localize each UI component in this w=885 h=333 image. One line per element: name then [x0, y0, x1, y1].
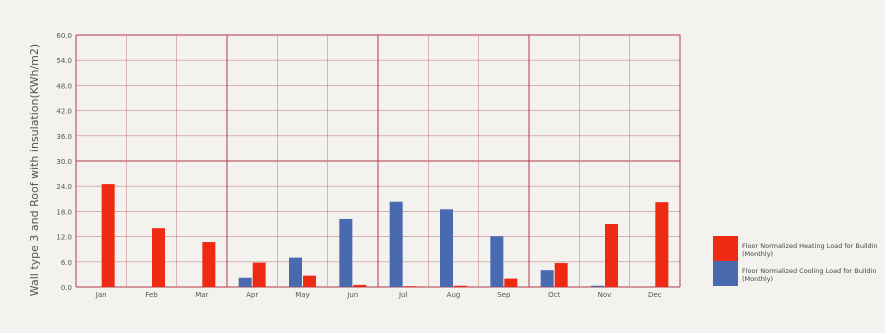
- bar-heating-sep: [504, 278, 518, 287]
- y-tick-label: 18.0: [56, 208, 72, 216]
- x-tick-label: Nov: [598, 291, 612, 299]
- bar-heating-feb: [152, 228, 165, 287]
- legend-label: Floor Normalized Cooling Load for Buildi…: [742, 267, 877, 275]
- y-tick-label: 0.0: [61, 284, 72, 292]
- y-tick-label: 42.0: [56, 108, 72, 116]
- bar-cooling-oct: [540, 270, 554, 287]
- x-tick-label: Jul: [398, 291, 408, 299]
- legend-label-sub: (Monthly): [742, 275, 773, 283]
- bar-heating-aug: [454, 285, 467, 287]
- axis-ticks: 0.0 6.0 12.0 18.0 24.0 30.0 36.0 42.0 48.0 54.0 60…: [56, 32, 661, 299]
- bar-cooling-may: [289, 257, 302, 287]
- x-tick-label: Sep: [497, 291, 511, 299]
- bar-cooling-sep: [490, 236, 504, 287]
- bar-heating-dec: [655, 202, 669, 287]
- bar-heating-mar: [202, 242, 216, 287]
- bar-heating-oct: [554, 263, 568, 287]
- y-tick-label: 30.0: [56, 158, 72, 166]
- y-tick-label: 54.0: [56, 57, 72, 65]
- y-tick-label: 48.0: [56, 82, 72, 90]
- bar-cooling-aug: [440, 209, 453, 287]
- x-tick-label: Apr: [246, 291, 258, 299]
- x-tick-label: Jun: [346, 291, 358, 299]
- bar-heating-nov: [605, 224, 618, 287]
- legend-swatch-heating: [713, 236, 738, 261]
- y-tick-label: 24.0: [56, 183, 72, 191]
- x-tick-label: May: [295, 291, 309, 299]
- x-tick-label: Aug: [447, 291, 461, 299]
- legend-label: Floor Normalized Heating Load for Buildi…: [742, 242, 878, 250]
- bar-cooling-jun: [339, 218, 353, 287]
- grid: [75, 34, 681, 288]
- y-axis-label: Wall type 3 and Roof with insulation(KWh…: [28, 44, 41, 296]
- bars: [101, 184, 669, 287]
- legend-swatch-cooling: [713, 261, 738, 286]
- x-tick-label: Feb: [145, 291, 158, 299]
- bar-heating-jan: [101, 184, 115, 287]
- y-tick-label: 6.0: [61, 259, 72, 267]
- x-tick-label: Dec: [648, 291, 662, 299]
- bar-heating-jun: [353, 284, 367, 287]
- x-tick-label: Jan: [95, 291, 107, 299]
- x-tick-label: Mar: [195, 291, 208, 299]
- legend-label-sub: (Monthly): [742, 250, 773, 258]
- y-tick-label: 60.0: [56, 32, 72, 40]
- y-tick-label: 12.0: [56, 234, 72, 242]
- bar-cooling-jul: [389, 201, 403, 287]
- legend: Floor Normalized Heating Load for Buildi…: [713, 236, 878, 286]
- bar-cooling-apr: [238, 277, 252, 287]
- bar-cooling-nov: [591, 285, 604, 287]
- y-tick-label: 36.0: [56, 133, 72, 141]
- x-tick-label: Oct: [548, 291, 560, 299]
- bar-heating-jul: [403, 286, 417, 287]
- bar-heating-apr: [252, 262, 266, 287]
- bar-heating-may: [303, 275, 316, 287]
